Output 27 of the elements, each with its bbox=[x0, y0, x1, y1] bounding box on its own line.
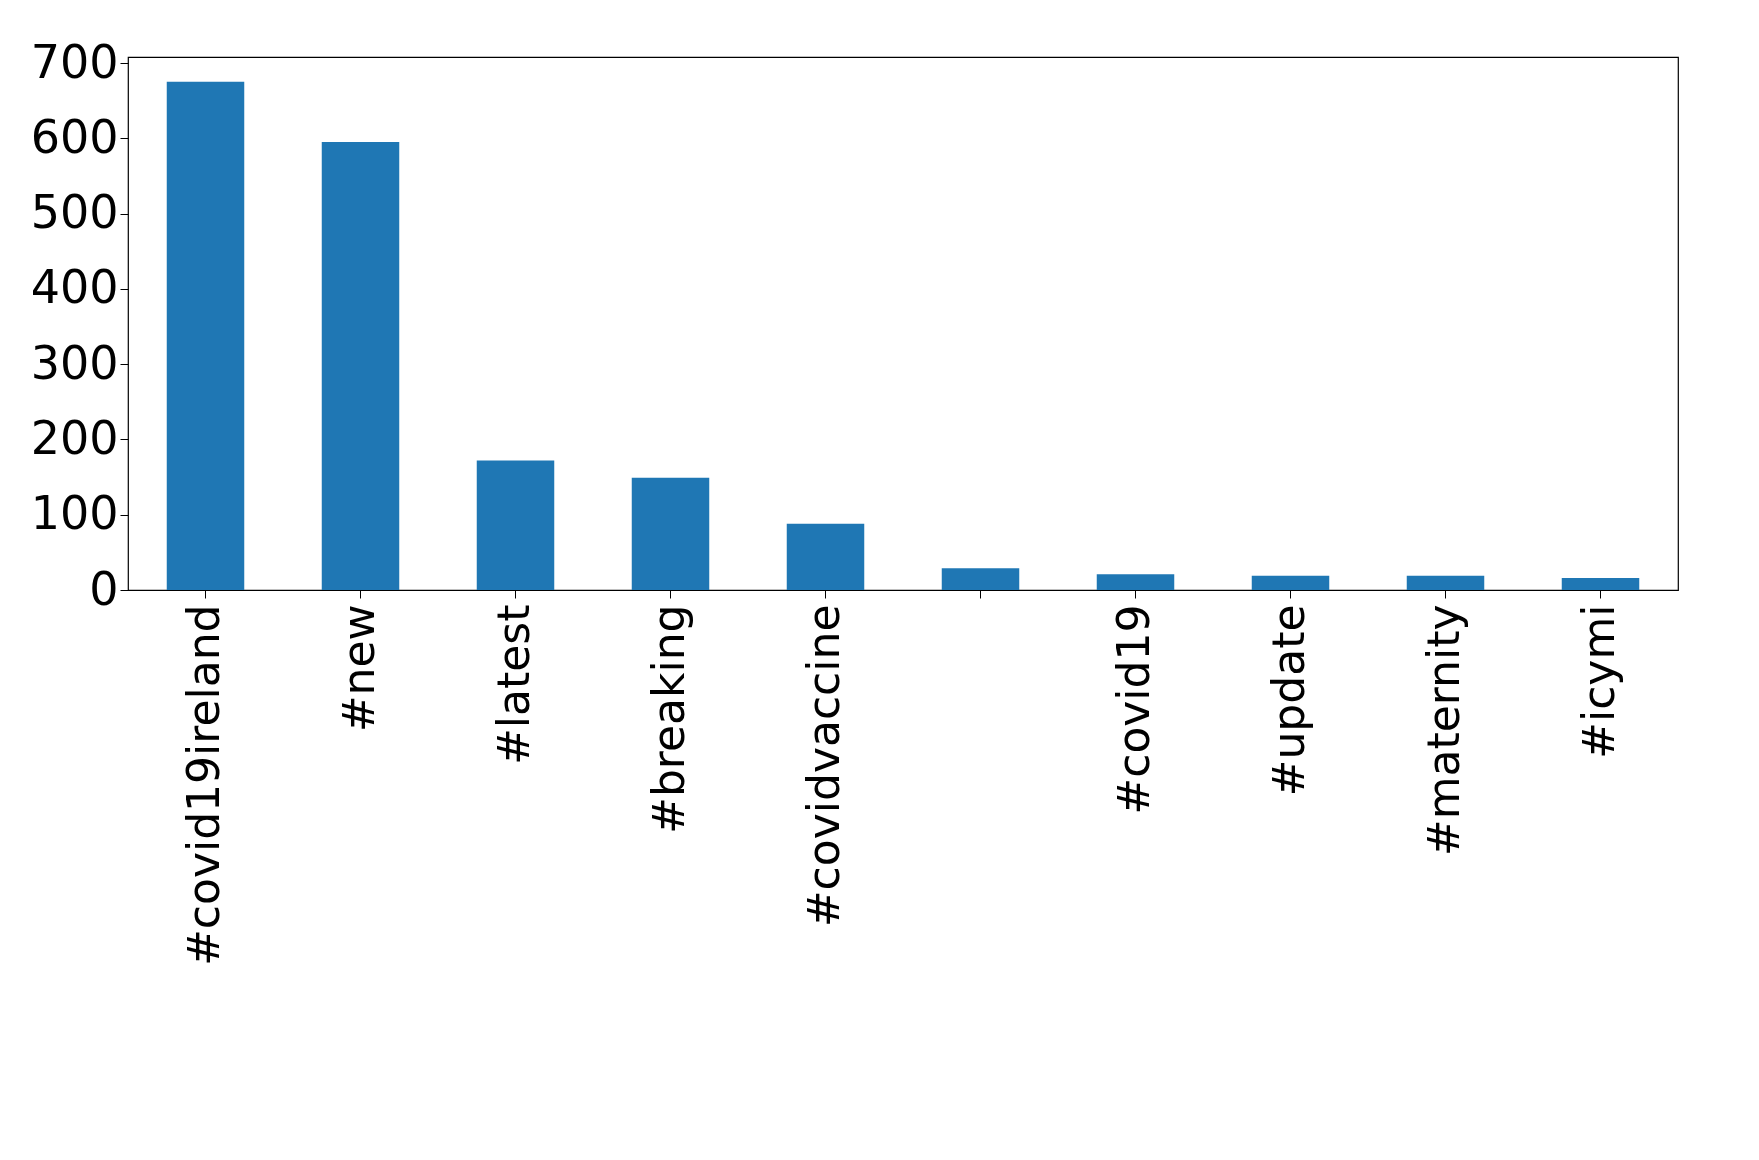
y-tick-label: 200 bbox=[30, 410, 119, 465]
y-tick-label: 0 bbox=[89, 561, 119, 616]
bar bbox=[1561, 577, 1640, 590]
bar bbox=[476, 460, 555, 590]
x-tick-label: #breaking bbox=[642, 604, 694, 834]
x-tick-label: #new bbox=[332, 604, 384, 733]
x-tick-label: #maternity bbox=[1417, 604, 1469, 857]
y-tick-label: 100 bbox=[30, 486, 119, 541]
bar bbox=[166, 81, 245, 590]
bar bbox=[941, 568, 1020, 590]
x-tick-label: #icymi bbox=[1572, 604, 1624, 759]
x-tick-label: #covid19ireland bbox=[177, 604, 229, 967]
bar bbox=[321, 142, 400, 590]
bar bbox=[631, 477, 710, 590]
x-tick-label: #covidvaccine bbox=[797, 604, 849, 928]
bar bbox=[1251, 575, 1330, 590]
y-tick-label: 700 bbox=[30, 34, 119, 89]
y-tick-label: 300 bbox=[30, 335, 119, 390]
bar bbox=[1406, 575, 1485, 590]
y-tick-label: 600 bbox=[30, 109, 119, 164]
bar bbox=[1096, 574, 1175, 590]
x-tick-label: #covid19 bbox=[1107, 604, 1159, 815]
bar bbox=[786, 523, 865, 590]
y-tick-label: 400 bbox=[30, 260, 119, 315]
y-tick-label: 500 bbox=[30, 185, 119, 240]
x-tick-label: #latest bbox=[487, 604, 539, 766]
x-tick-label: #update bbox=[1262, 604, 1314, 797]
